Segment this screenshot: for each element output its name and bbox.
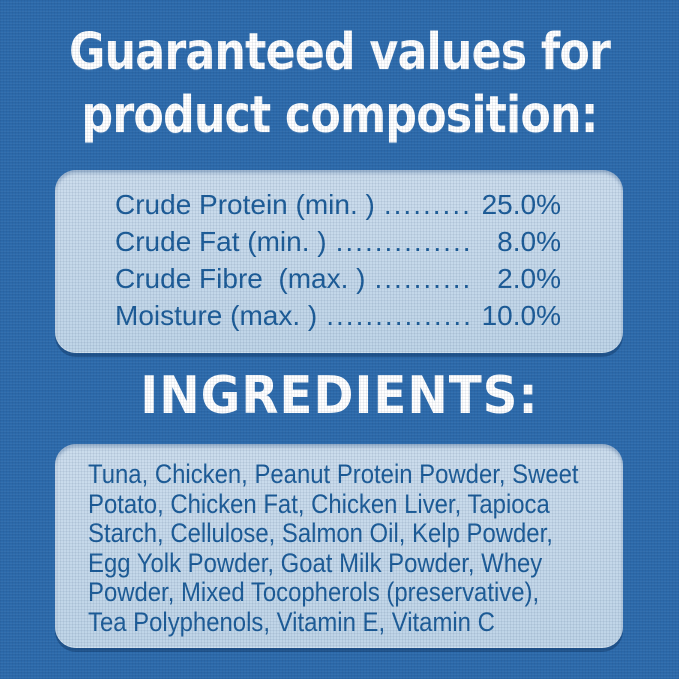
ingredients-heading: INGREDIENTS: (140, 366, 539, 426)
composition-row-value: 2.0% (497, 263, 561, 294)
composition-row-label: Moisture (max. ) (115, 300, 318, 331)
ingredients-text-line: Tuna, Chicken, Peanut Protein Powder, Sw… (88, 459, 579, 489)
composition-row-value: 10.0% (481, 300, 561, 331)
dot-leader: ............ (383, 189, 469, 220)
page-title-line-2: product composition: (81, 86, 598, 145)
ingredients-text-line: Potato, Chicken Fat, Chicken Liver, Tapi… (88, 488, 550, 519)
composition-row-fibre: Crude Fibre (max. ) .............. 2.0% (115, 263, 561, 300)
composition-row-label: Crude Fibre (max. ) (115, 263, 366, 294)
composition-row-value: 8.0% (497, 226, 561, 257)
page-title: Guaranteed values for product compositio… (0, 21, 679, 147)
dot-leader: .................. (326, 300, 469, 331)
dot-leader: .................... (335, 226, 469, 257)
ingredients-text-line: Tea Polyphenols, Vitamin E, Vitamin C (88, 606, 495, 637)
composition-row-label: Crude Protein (min. ) (115, 189, 375, 220)
ingredients-panel: Tuna, Chicken, Peanut Protein Powder, Sw… (55, 444, 623, 648)
page-title-line-1: Guaranteed values for (69, 23, 611, 82)
ingredients-text-line: Starch, Cellulose, Salmon Oil, Kelp Powd… (88, 518, 553, 548)
composition-row-fat: Crude Fat (min. ) .................... 8… (115, 226, 561, 263)
composition-row-protein: Crude Protein (min. ) ............ 25.0% (115, 189, 561, 226)
ingredients-text-line: Powder, Mixed Tocopherols (preservative)… (88, 577, 540, 607)
composition-row-moisture: Moisture (max. ) .................. 10.0… (115, 300, 561, 337)
composition-row-value: 25.0% (481, 189, 561, 220)
composition-panel: Crude Protein (min. ) ............ 25.0%… (55, 170, 623, 353)
dot-leader: .............. (374, 263, 470, 294)
composition-row-label: Crude Fat (min. ) (115, 226, 327, 257)
ingredients-text-line: Egg Yolk Powder, Goat Milk Powder, Whey (88, 547, 543, 578)
